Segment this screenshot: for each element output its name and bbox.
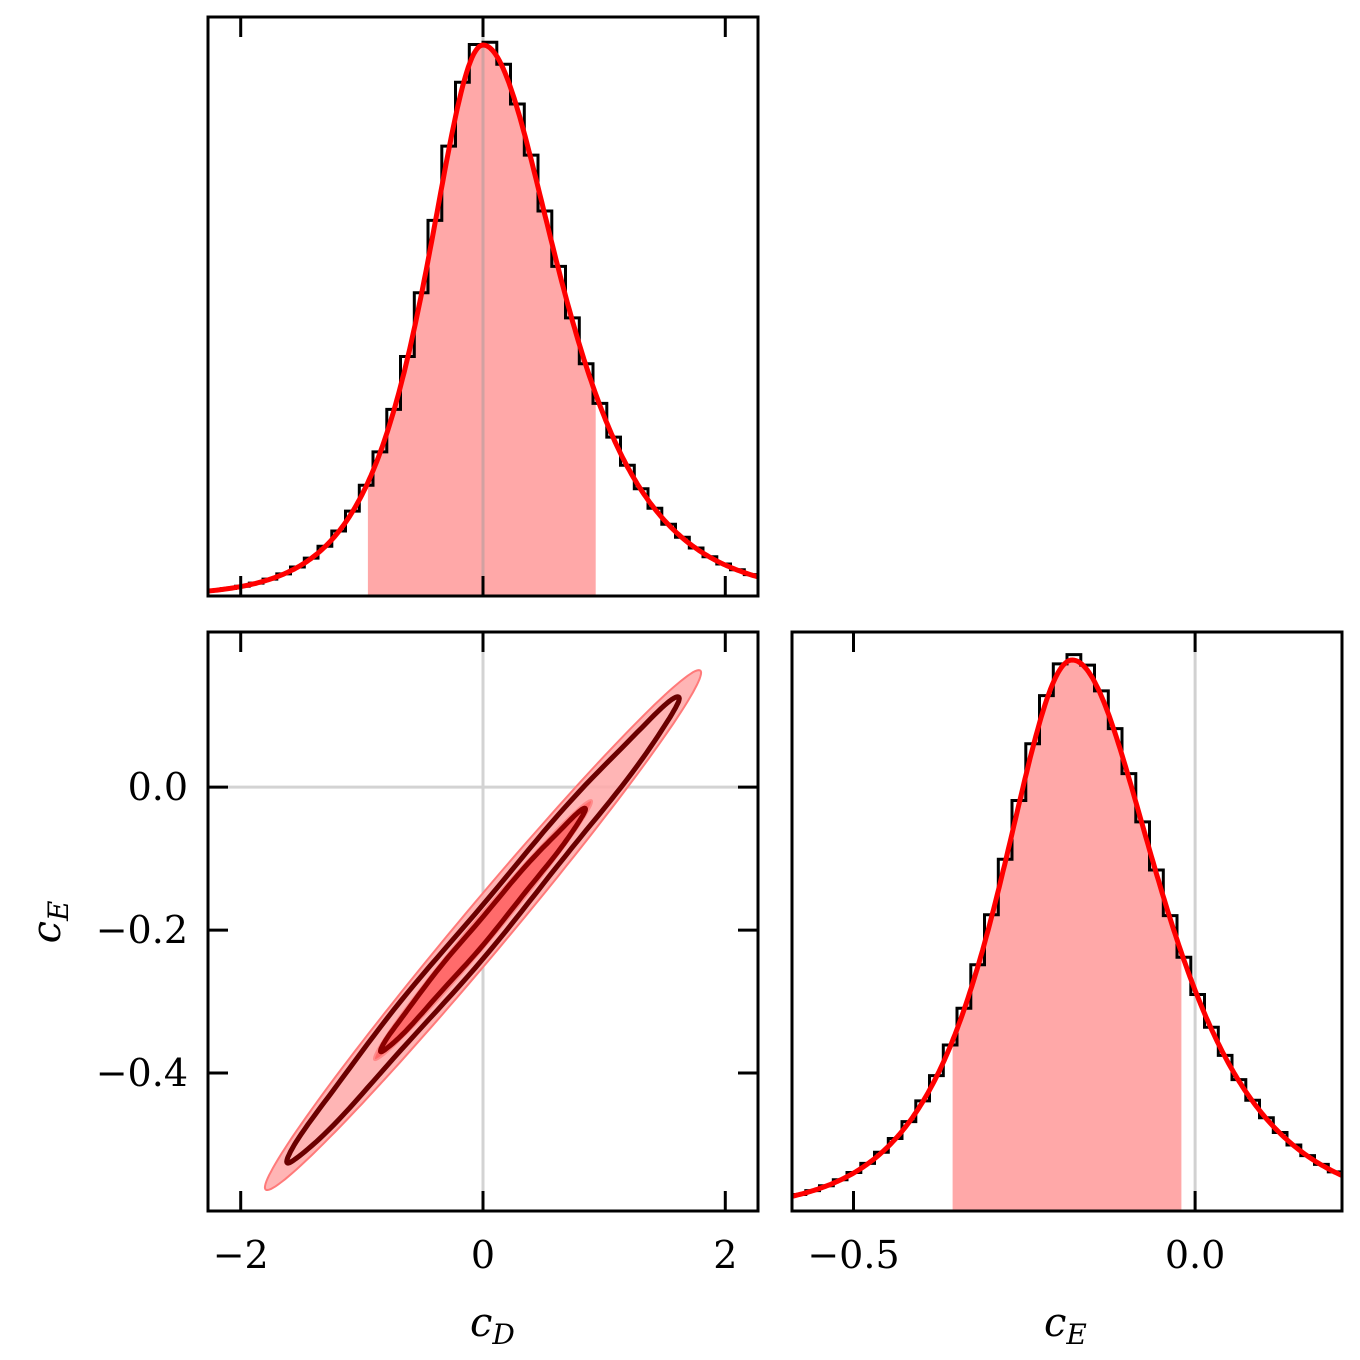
contour-x-tick-label: −2 (213, 1233, 269, 1277)
contour-panel: −2 0 2 0.0 −0.2 −0.4 cD cE (24, 630, 760, 1351)
ce-histogram-panel: −0.5 0.0 cE (790, 630, 1344, 1351)
contour-content (208, 632, 758, 1211)
contour-y-tick-label: −0.2 (96, 908, 188, 952)
cd-histogram-content (206, 17, 759, 596)
contour-y-tick-label: 0.0 (128, 765, 188, 809)
contour-y-tick-label: −0.4 (96, 1051, 188, 1095)
ce-x-tick-label: −0.5 (807, 1233, 899, 1277)
ce-histogram-ticks (851, 632, 1197, 1211)
ce-interval-fill (952, 660, 1182, 1211)
ce-histogram-frame (790, 630, 1344, 1213)
ce-x-tick-labels: −0.5 0.0 (807, 1233, 1225, 1277)
contour-ticks (208, 632, 758, 1211)
contour-x-tick-label: 0 (471, 1233, 495, 1277)
contour-x-tick-label: 2 (713, 1233, 737, 1277)
y-axis-label-ce: cE (24, 901, 75, 944)
x-axis-label-cd: cD (470, 1300, 515, 1351)
cd-fit-curve (207, 42, 759, 594)
ce-histogram-content (790, 632, 1344, 1211)
contour-x-tick-labels: −2 0 2 (213, 1233, 738, 1277)
cd-histogram-ticks (239, 17, 727, 596)
ce-fit-curve (791, 657, 1344, 1199)
cd-interval-fill (367, 45, 596, 596)
cd-histogram-panel (206, 15, 760, 598)
ce-x-tick-label: 0.0 (1165, 1233, 1225, 1277)
contour-95-line (284, 694, 682, 1166)
x-axis-label-ce: cE (1044, 1300, 1087, 1351)
contour-y-tick-labels: 0.0 −0.2 −0.4 (96, 765, 188, 1095)
contour-68-line (378, 805, 588, 1055)
